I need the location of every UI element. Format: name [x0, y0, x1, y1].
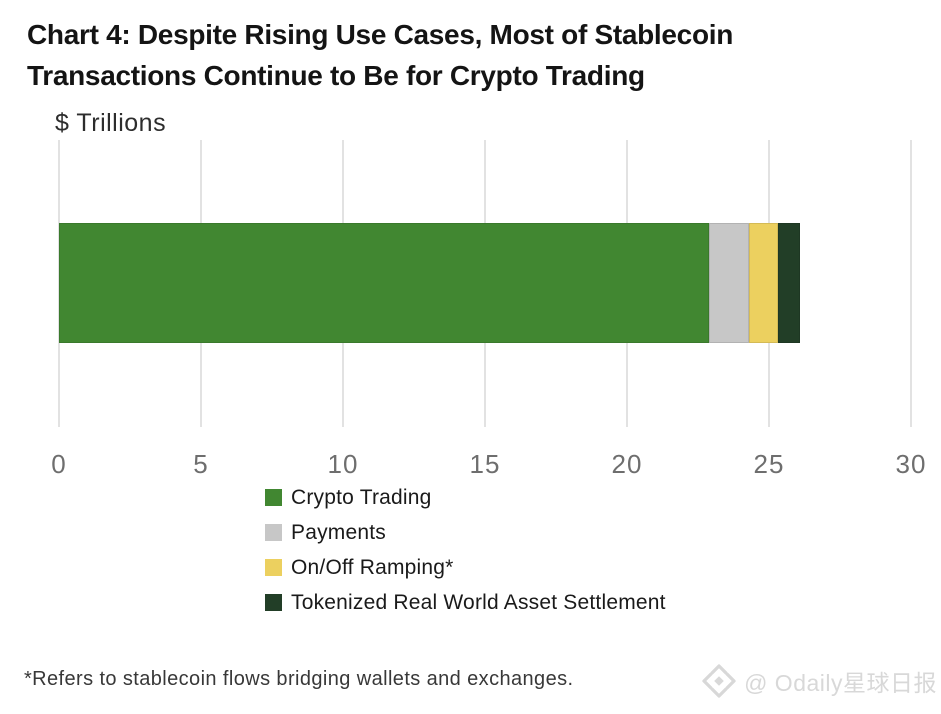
- chart-title-line1: Chart 4: Despite Rising Use Cases, Most …: [27, 19, 734, 50]
- legend-label: On/Off Ramping*: [291, 555, 454, 579]
- plot-area: [58, 140, 912, 427]
- legend-label: Tokenized Real World Asset Settlement: [291, 590, 666, 614]
- legend-swatch-on-off-ramping: [265, 559, 282, 576]
- legend-label: Payments: [291, 520, 386, 544]
- legend-swatch-payments: [265, 524, 282, 541]
- x-axis-tick-labels: 0 5 10 15 20 25 30: [51, 449, 925, 479]
- x-tick-label: 0: [51, 449, 67, 479]
- odaily-logo-icon: [701, 663, 737, 699]
- legend-item-payments: Payments: [265, 521, 666, 544]
- x-tick-label: 20: [611, 449, 643, 479]
- x-tick-label: 5: [193, 449, 209, 479]
- legend-swatch-tokenized-real-world-asset-settlement: [265, 594, 282, 611]
- axis-unit-label: $ Trillions: [55, 109, 167, 137]
- x-tick-label: 15: [469, 449, 501, 479]
- watermark-text: @ Odaily星球日报: [744, 670, 937, 696]
- legend-item-crypto-trading: Crypto Trading: [265, 486, 666, 509]
- bar-segment-payments: [709, 223, 750, 343]
- legend-label: Crypto Trading: [291, 485, 432, 509]
- footnote: *Refers to stablecoin flows bridging wal…: [24, 668, 574, 690]
- gridline: [910, 140, 912, 427]
- x-tick-label: 25: [753, 449, 785, 479]
- bar-segment-crypto-trading: [59, 223, 710, 343]
- legend-item-on-off-ramping: On/Off Ramping*: [265, 556, 666, 579]
- legend-swatch-crypto-trading: [265, 489, 282, 506]
- bar-segment-on-off-ramping: [749, 223, 778, 343]
- chart-title-line2: Transactions Continue to Be for Crypto T…: [27, 60, 645, 91]
- x-tick-label: 30: [895, 449, 927, 479]
- legend: Crypto Trading Payments On/Off Ramping* Tok…: [265, 486, 666, 614]
- legend-item-tokenized-real-world-asset-settlement: Tokenized Real World Asset Settlement: [265, 591, 666, 614]
- chart-title: Chart 4: Despite Rising Use Cases, Most …: [27, 14, 917, 96]
- bar-segment-tokenized-real-world-asset-settlement: [777, 223, 801, 343]
- stacked-bar: [59, 223, 911, 343]
- watermark: @ Odaily星球日报: [701, 663, 937, 699]
- x-tick-label: 10: [327, 449, 359, 479]
